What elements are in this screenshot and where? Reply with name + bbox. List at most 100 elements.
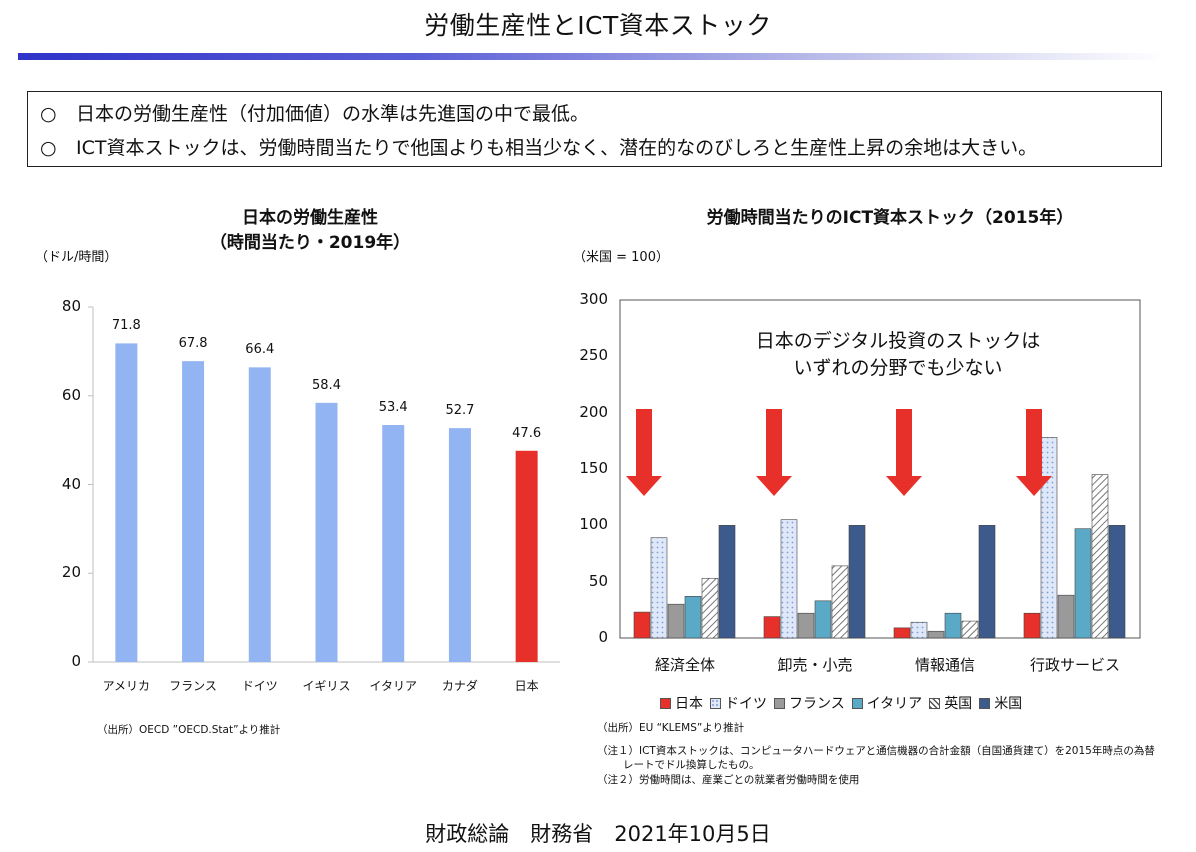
left-category-label: イギリス (302, 679, 351, 693)
summary-line-1: ○ 日本の労働生産性（付加価値）の水準は先進国の中で最低。 (40, 99, 589, 126)
legend-label: 米国 (994, 696, 1023, 712)
circle-bullet-icon: ○ (40, 137, 57, 159)
left-chart-title-line2: （時間当たり・2019年） (209, 233, 411, 253)
right-bar (944, 612, 962, 639)
left-chart-title-line1: 日本の労働生産性 (242, 208, 378, 228)
left-bar-value-label: 52.7 (445, 403, 475, 419)
right-y-tick-label: 50 (588, 571, 608, 590)
right-bar (701, 577, 719, 639)
right-bar (684, 596, 702, 639)
right-y-tick-label: 300 (579, 290, 608, 308)
summary-line-2: ○ ICT資本ストックは、労働時間当たりで他国よりも相当少なく、潜在的なのびしろと… (40, 133, 1037, 160)
right-bar (848, 525, 866, 639)
left-bar-value-label: 67.8 (178, 336, 208, 352)
left-bar-value-label: 66.4 (245, 342, 275, 358)
right-bar (961, 620, 979, 639)
legend-item: 英国 (929, 693, 972, 713)
right-bar (633, 611, 651, 639)
right-bar (1023, 612, 1041, 639)
right-bar (910, 621, 928, 639)
left-y-tick-label: 60 (61, 385, 81, 404)
right-bar (797, 612, 815, 639)
left-bar-value-label: 47.6 (512, 425, 542, 441)
right-bar (927, 630, 945, 639)
right-chart-note1: （注１）ICT資本ストックは、コンピュータハードウェアと通信機器の合計金額（自国… (597, 745, 1155, 757)
down-arrow-icon (626, 409, 662, 496)
right-bar (1074, 528, 1092, 639)
legend-swatch (929, 697, 941, 709)
right-bar (763, 616, 781, 639)
left-y-tick-label: 20 (61, 563, 81, 582)
right-bar (978, 525, 996, 639)
down-arrow-icon (756, 409, 792, 496)
page-title: 労働生産性とICT資本ストック (424, 11, 772, 40)
legend-item: フランス (774, 693, 845, 713)
right-chart-note2: （注２）労働時間は、産業ごとの就業者労働時間を使用 (597, 774, 860, 786)
annotation-line2: いずれの分野でも少ない (793, 357, 1003, 379)
footer: 財政総論 財務省 2021年10月5日 (425, 822, 771, 846)
right-category-label: 行政サービス (1029, 656, 1120, 674)
legend-swatch (851, 697, 863, 709)
right-bar (667, 603, 685, 639)
left-chart-source: （出所）OECD ”OECD.Stat”より推計 (97, 724, 281, 736)
right-chart-note1-cont: レートでドル換算したもの。 (623, 759, 760, 771)
summary-text-2: ICT資本ストックは、労働時間当たりで他国よりも相当少なく、潜在的なのびしろと生… (76, 137, 1038, 159)
right-y-tick-label: 0 (598, 628, 608, 646)
legend-item: イタリア (851, 693, 923, 713)
right-y-tick-label: 200 (579, 402, 608, 421)
legend-swatch (660, 697, 671, 709)
legend-label: 英国 (944, 696, 973, 712)
right-bar (1108, 525, 1126, 639)
left-bar (515, 450, 538, 662)
left-y-tick-label: 0 (71, 652, 81, 670)
right-bar (780, 519, 798, 639)
legend-label: フランス (789, 696, 845, 712)
right-plot-frame (619, 299, 1141, 639)
right-bar (893, 627, 911, 639)
right-bar (814, 600, 832, 639)
right-bar (718, 525, 736, 639)
legend-label: ドイツ (725, 696, 767, 712)
left-bar (115, 343, 138, 662)
right-bar (1040, 437, 1058, 639)
right-category-label: 情報通信 (914, 656, 975, 674)
left-category-label: ドイツ (241, 679, 278, 693)
circle-bullet-icon: ○ (40, 103, 57, 125)
left-category-label: フランス (169, 679, 217, 693)
left-chart-unit: （ドル/時間） (35, 250, 118, 265)
left-bar (248, 367, 271, 662)
left-category-label: 日本 (514, 679, 539, 693)
summary-text-1: 日本の労働生産性（付加価値）の水準は先進国の中で最低。 (76, 103, 590, 125)
legend-item: 日本 (660, 693, 703, 713)
left-bar (182, 361, 205, 662)
right-chart-source: （出所）EU “KLEMS”より推計 (597, 722, 745, 734)
summary-box: ○ 日本の労働生産性（付加価値）の水準は先進国の中で最低。 ○ ICT資本ストックは… (27, 91, 1162, 167)
down-arrow-icon (1016, 409, 1052, 496)
right-bar (1057, 594, 1075, 639)
left-bar (315, 402, 338, 662)
annotation-line1: 日本のデジタル投資のストックは (755, 330, 1041, 352)
right-chart-legend: 日本 ドイツ フランス イタリア 英国 米国 (660, 693, 1029, 713)
legend-item: ドイツ (710, 693, 767, 713)
left-y-tick-label: 80 (61, 297, 81, 315)
right-chart-annotation: 日本のデジタル投資のストックは いずれの分野でも少ない (728, 328, 1068, 382)
right-chart-unit: （米国 = 100） (573, 250, 669, 265)
legend-swatch (774, 697, 785, 709)
right-y-tick-label: 250 (579, 346, 608, 365)
legend-swatch (979, 697, 991, 709)
right-bar (1091, 474, 1109, 639)
down-arrow-icon (886, 409, 922, 496)
legend-label: 日本 (675, 696, 703, 712)
right-chart-title: 労働時間当たりのICT資本ストック（2015年） (706, 208, 1074, 228)
left-category-label: イタリア (369, 679, 417, 693)
left-category-label: アメリカ (102, 679, 151, 693)
right-category-label: 経済全体 (654, 656, 715, 674)
left-bar-value-label: 58.4 (312, 377, 341, 393)
legend-label: イタリア (866, 696, 923, 712)
right-y-tick-label: 100 (579, 515, 608, 534)
right-bar (650, 537, 668, 639)
right-bar (831, 565, 849, 639)
left-bar (382, 425, 405, 662)
